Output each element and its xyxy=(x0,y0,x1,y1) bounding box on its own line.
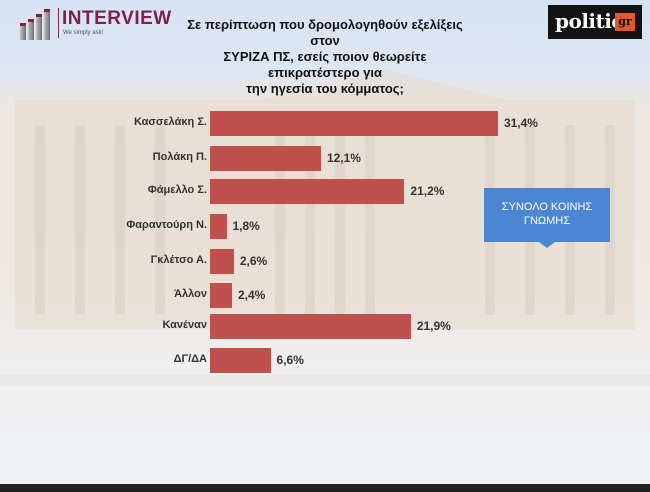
category-label: Κασσελάκη Σ. xyxy=(133,116,207,128)
bar xyxy=(210,111,498,136)
square-ground xyxy=(0,375,650,387)
bar xyxy=(210,146,321,171)
callout-line-1: ΣΥΝΟΛΟ ΚΟΙΝΗΣ xyxy=(501,201,593,213)
callout-line-2: ΓΝΩΜΗΣ xyxy=(523,215,571,227)
category-label: Φάμελλο Σ. xyxy=(147,184,207,196)
category-label: Πολάκη Π. xyxy=(152,151,207,163)
value-label: 21,2% xyxy=(410,184,445,198)
callout-pointer xyxy=(539,242,555,248)
value-label: 12,1% xyxy=(326,151,361,165)
bar-row: Γκλέτσο Α. 2,6% xyxy=(0,249,650,275)
bar-row: Κανέναν 21,9% xyxy=(0,314,650,340)
bottom-frame-edge xyxy=(0,484,650,492)
bar xyxy=(210,348,271,373)
bar xyxy=(210,214,227,239)
bar-row: Φάμελλο Σ. 21,2% xyxy=(0,179,650,205)
value-label: 1,8% xyxy=(232,219,260,233)
bar xyxy=(210,283,232,308)
logo-name: INTERVIEW xyxy=(62,8,172,29)
bar-row: ΔΓ/ΔΑ 6,6% xyxy=(0,348,650,374)
bar xyxy=(210,179,405,204)
title-line-3: την ηγεσία του κόμματος; xyxy=(246,81,404,96)
bar-row: Φαραντούρη Ν. 1,8% xyxy=(0,214,650,240)
subtitle-callout: ΣΥΝΟΛΟ ΚΟΙΝΗΣ ΓΝΩΜΗΣ xyxy=(484,188,610,248)
bar-row: Κασσελάκη Σ. 31,4% xyxy=(0,111,650,137)
bar-chart-logo-icon xyxy=(18,8,54,40)
bar-row: Πολάκη Π. 12,1% xyxy=(0,146,650,172)
politic-logo: politic gr xyxy=(548,5,642,39)
category-label: Άλλον xyxy=(174,288,207,300)
category-label: ΔΓ/ΔΑ xyxy=(173,353,207,365)
category-label: Κανέναν xyxy=(162,319,207,331)
chart-title: Σε περίπτωση που δρομολογηθούν εξελίξεις… xyxy=(180,17,470,97)
title-line-2: ΣΥΡΙΖΑ ΠΣ, εσείς ποιον θεωρείτε επικρατέ… xyxy=(223,49,427,80)
value-label: 6,6% xyxy=(276,353,304,367)
politic-logo-suffix: gr xyxy=(615,13,635,31)
title-line-1: Σε περίπτωση που δρομολογηθούν εξελίξεις… xyxy=(187,17,463,48)
value-label: 2,6% xyxy=(239,254,268,268)
bar xyxy=(210,314,411,339)
bar-row: Άλλον 2,4% xyxy=(0,283,650,309)
bar xyxy=(210,249,234,274)
interview-logo: INTERVIEW We simply ask! xyxy=(18,6,178,42)
logo-divider xyxy=(58,8,59,38)
value-label: 31,4% xyxy=(503,116,538,130)
category-label: Φαραντούρη Ν. xyxy=(126,219,207,231)
logo-tagline: We simply ask! xyxy=(63,30,104,36)
value-label: 2,4% xyxy=(238,288,266,302)
value-label: 21,9% xyxy=(416,319,451,333)
category-label: Γκλέτσο Α. xyxy=(150,254,207,266)
politic-logo-main: politic xyxy=(555,9,624,33)
